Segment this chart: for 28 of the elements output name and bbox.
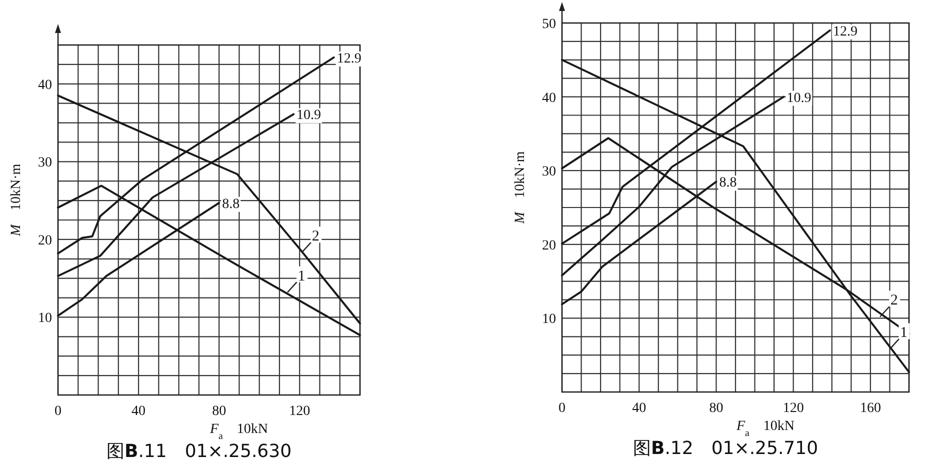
x-tick-label: 40 [132,404,146,419]
y-tick-label: 30 [542,164,556,180]
x-tick-label: 160 [860,401,881,416]
x-tick-label: 0 [558,401,566,416]
annotation: 1 [298,268,306,284]
y-tick-label: 40 [542,90,556,106]
x-tick-label: 120 [289,404,310,419]
text: 图B.11 01×.25.630 [106,441,292,462]
annotation: 2 [890,292,898,309]
y-tick-label: 40 [38,78,52,93]
x-tick-label: 80 [709,401,724,416]
y-axis-title: M 10kN·m [513,151,528,225]
text: 图B.12 01×.25.710 [632,438,818,459]
y-axis-title: M 10kN·m [9,164,24,238]
y-tick-label: 10 [542,312,556,328]
x-tick-label: 40 [632,401,646,416]
annotation: 1 [900,325,908,342]
y-tick-label: 20 [542,238,556,254]
text: F$_{a}$ 10kN [736,419,795,438]
y-tick-label: 50 [542,17,556,32]
x-tick-label: 80 [212,404,226,419]
y-tick-label: 20 [38,233,52,248]
x-tick-label: 0 [54,404,62,419]
y-tick-label: 30 [38,156,52,171]
x-tick-label: 120 [782,401,804,416]
annotation: 2 [312,228,320,245]
text: F$_{a}$ 10kN [210,422,268,442]
y-tick-label: 10 [38,311,52,326]
